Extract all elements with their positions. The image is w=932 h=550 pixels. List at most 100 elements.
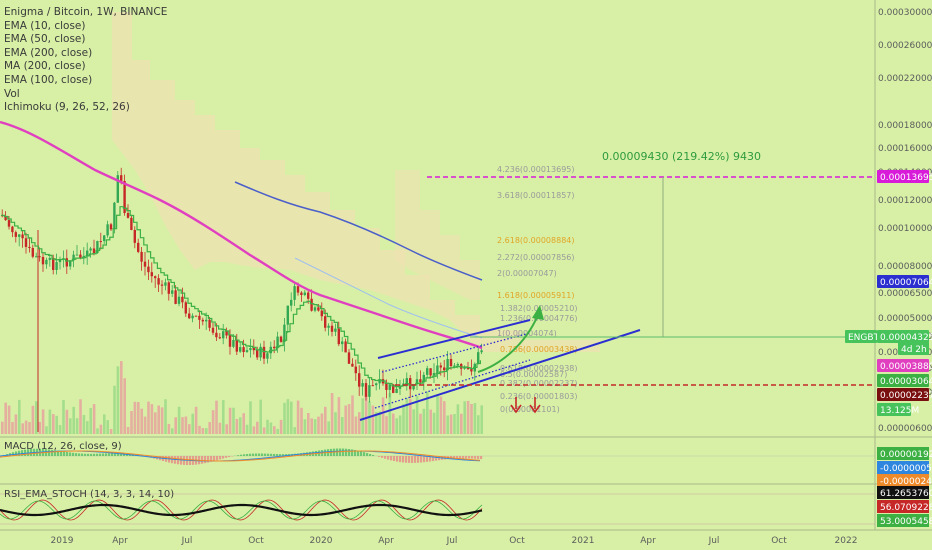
fib-level-label: 3.618(0.00011857) [497,191,575,200]
candle [317,304,320,312]
macd-histogram-bar [105,453,108,456]
volume-bar [354,416,358,434]
volume-bar [96,428,99,434]
indicator-vol[interactable]: Vol [4,87,20,100]
macd-histogram-bar [411,456,414,463]
macd-histogram-bar [384,456,387,459]
indicator-ema50[interactable]: EMA (50, close) [4,33,86,46]
volume-bar [358,412,361,434]
indicator-ema10[interactable]: EMA (10, close) [4,19,86,32]
volume-bar [432,412,436,434]
rsi-tag: 53.00054586 [877,514,932,527]
candle [279,335,283,343]
macd-histogram-bar [354,449,357,456]
candle [259,343,262,361]
candle [14,230,17,243]
ma200-line [234,181,483,281]
volume-bar [395,418,398,434]
volume-bar [347,404,351,434]
macd-histogram-bar [459,456,462,459]
fib-level-label: 2(0.00007047) [497,269,557,278]
candle [103,234,106,244]
volume-bar [11,421,14,434]
ema10-line [1,206,481,388]
candle [262,340,266,365]
candle [446,351,449,381]
candle [184,300,187,317]
volume-bar [412,409,415,434]
volume-bar [453,414,456,434]
volume-bar [174,417,177,434]
volume-bar [188,424,191,434]
down-arrow-icon [510,397,522,414]
candle [38,247,41,262]
volume-bar [259,399,262,434]
macd-pane[interactable] [0,448,875,465]
svg-text:-0.00000057: -0.00000057 [880,464,932,474]
channel-bottom-dotted[interactable] [374,359,531,409]
candle [18,233,21,247]
svg-text:0.00003064: 0.00003064 [880,377,932,387]
trendline-support[interactable] [359,329,641,421]
svg-text:0.00003880: 0.00003880 [880,362,932,372]
volume-bar [69,418,72,434]
volume-bar [381,397,385,434]
fib-level-label: 4.236(0.00013695) [497,165,575,174]
indicator-ichimoku[interactable]: Ichimoku (9, 26, 52, 26) [4,101,130,114]
candle [116,171,119,203]
candle [191,313,194,323]
time-tick-label: 2019 [51,536,74,546]
rsi-legend[interactable]: RSI_EMA_STOCH (14, 3, 3, 14, 10) [4,489,175,500]
candle [405,372,408,391]
volume-bar [290,401,293,434]
macd-histogram-bar [462,456,465,459]
volume-bar [82,414,86,434]
volume-bar [171,428,174,434]
macd-legend[interactable]: MACD (12, 26, close, 9) [4,441,122,452]
macd-histogram-bar [117,453,120,456]
candle [419,370,422,385]
macd-histogram-bar [390,456,393,461]
candle [337,321,340,347]
time-tick-label: 2022 [835,536,858,546]
volume-bar [371,405,375,434]
volume-bar [225,424,228,434]
candle [364,378,368,401]
channel-top[interactable] [377,319,531,359]
candle [466,361,470,370]
volume-bar [21,423,24,434]
macd-histogram-bar [21,450,24,456]
target-annotation: 0.00009430 (219.42%) 9430 [602,150,761,163]
candle [426,365,429,378]
candle [456,362,459,369]
indicator-ema200[interactable]: EMA (200, close) [4,46,93,59]
indicator-ema100[interactable]: EMA (100, close) [4,73,93,86]
macd-histogram-bar [339,448,342,456]
time-axis[interactable]: 2019 Apr Jul Oct 2020 Apr Jul Oct 2021 Apr Jul Oct 2… [51,536,858,546]
volume-bar [385,416,388,434]
candle [150,262,153,283]
macd-histogram-bar [435,456,438,461]
volume-bar [293,427,296,434]
rsi-pane[interactable] [0,493,875,525]
candle [385,379,388,399]
volume-bar [443,401,446,434]
candle [96,240,99,254]
time-tick-label: Oct [248,536,264,546]
channel-top-dotted[interactable] [381,332,531,373]
symbol-title[interactable]: Enigma / Bitcoin, 1W, BINANCE [4,6,168,18]
svg-text:0.00000192: 0.00000192 [880,450,932,460]
macd-histogram-bar [255,453,258,456]
macd-histogram-bar [345,448,348,456]
candle [154,275,157,288]
candle [188,307,191,320]
macd-histogram-bar [279,454,282,456]
macd-histogram-bar [267,453,270,456]
volume-bar [208,422,211,434]
volume-bar [4,402,7,434]
indicator-ma200[interactable]: MA (200, close) [4,60,86,73]
svg-text:0.00002237: 0.00002237 [880,391,932,401]
rsi-tag: 61.26537602 [877,486,932,499]
macd-histogram-bar [258,453,261,456]
